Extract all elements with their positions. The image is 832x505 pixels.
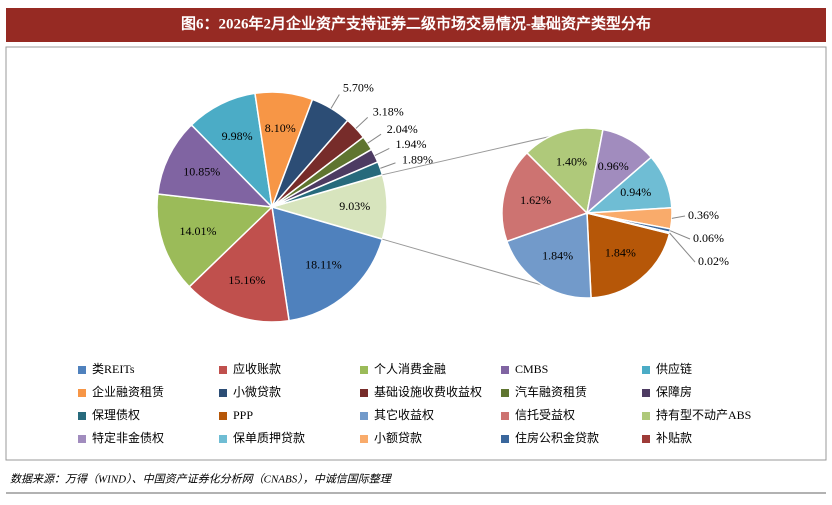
legend-swatch — [501, 366, 509, 374]
leader-line — [374, 147, 390, 157]
pie-slice — [501, 151, 589, 243]
leader-line — [669, 230, 691, 240]
pie-slice — [586, 212, 671, 299]
leader-line — [669, 232, 696, 263]
pie-slice — [525, 127, 604, 215]
legend-swatch — [360, 366, 368, 374]
legend-label: 其它收益权 — [374, 407, 434, 422]
chart-title: 图6：2026年2月企业资产支持证券二级市场交易情况-基础资产类型分布 — [181, 14, 651, 32]
legend-label: CMBS — [515, 362, 548, 376]
legend-swatch — [501, 412, 509, 420]
pie-slice — [271, 205, 384, 322]
legend-swatch — [642, 412, 650, 420]
data-label: 1.94% — [395, 137, 426, 151]
legend-swatch — [501, 389, 509, 397]
legend-swatch — [219, 435, 227, 443]
legend-swatch — [360, 412, 368, 420]
data-label: 2.04% — [387, 122, 418, 136]
data-label: 10.85% — [183, 164, 220, 178]
legend-label: 企业融资租赁 — [92, 384, 164, 399]
data-label: 0.96% — [598, 159, 629, 173]
data-label: 18.11% — [305, 258, 342, 272]
legend-label: 类REITs — [92, 362, 135, 376]
leader-line — [330, 94, 340, 109]
legend-swatch — [642, 435, 650, 443]
legend-swatch — [642, 366, 650, 374]
legend-label: 保单质押贷款 — [233, 431, 305, 445]
source-note: 数据来源：万得（WIND）、中国资产证券化分析网（CNABS），中诚信国际整理 — [10, 473, 393, 486]
legend-label: 个人消费金融 — [374, 361, 446, 376]
legend-label: 供应链 — [656, 361, 692, 376]
data-label: 0.36% — [688, 208, 719, 222]
legend-swatch — [219, 412, 227, 420]
pie-slice — [156, 193, 274, 288]
data-label: 1.89% — [402, 152, 433, 166]
legend-label: 信托受益权 — [515, 408, 575, 422]
legend-swatch — [219, 366, 227, 374]
data-label: 14.01% — [179, 224, 216, 238]
legend-label: 汽车融资租赁 — [515, 384, 587, 399]
leader-line — [355, 117, 369, 129]
pie-slice — [188, 205, 290, 323]
legend-swatch — [360, 435, 368, 443]
data-label: 1.62% — [520, 193, 551, 207]
data-label: 1.84% — [605, 245, 636, 259]
legend-swatch — [78, 435, 86, 443]
legend-swatch — [501, 435, 509, 443]
data-label: 1.84% — [542, 248, 573, 262]
data-label: 3.18% — [373, 104, 404, 118]
pie-slice — [190, 92, 274, 210]
legend-swatch — [78, 366, 86, 374]
legend-swatch — [78, 412, 86, 420]
legend-label: 小额贷款 — [374, 431, 422, 445]
data-label: 8.10% — [265, 121, 296, 135]
data-label: 0.06% — [693, 231, 724, 245]
data-label: 5.70% — [343, 80, 374, 94]
legend-label: 补贴款 — [656, 431, 692, 445]
data-label: 1.40% — [556, 154, 587, 168]
leader-line — [380, 162, 396, 169]
data-label: 9.03% — [339, 199, 370, 213]
legend-label: PPP — [233, 408, 253, 422]
legend-label: 保障房 — [656, 384, 692, 399]
chart-frame — [5, 46, 827, 461]
data-label: 9.98% — [222, 129, 253, 143]
legend-label: 保理债权 — [92, 408, 140, 422]
legend-swatch — [219, 389, 227, 397]
legend-label: 住房公积金贷款 — [515, 430, 599, 445]
legend-label: 基础设施收费收益权 — [374, 385, 482, 399]
legend-swatch — [360, 389, 368, 397]
leader-line — [367, 133, 382, 144]
legend-swatch — [642, 389, 650, 397]
legend-label: 小微贷款 — [233, 385, 281, 399]
data-label: 0.94% — [620, 185, 651, 199]
pie-slice — [156, 123, 275, 208]
title-bar — [6, 8, 826, 42]
data-label: 0.02% — [698, 254, 729, 268]
legend-swatch — [78, 389, 86, 397]
leader-line — [671, 215, 686, 219]
legend-label: 特定非金债权 — [92, 430, 164, 445]
data-label: 15.16% — [228, 273, 265, 287]
legend-label: 持有型不动产ABS — [656, 407, 751, 422]
legend-label: 应收账款 — [233, 361, 281, 376]
